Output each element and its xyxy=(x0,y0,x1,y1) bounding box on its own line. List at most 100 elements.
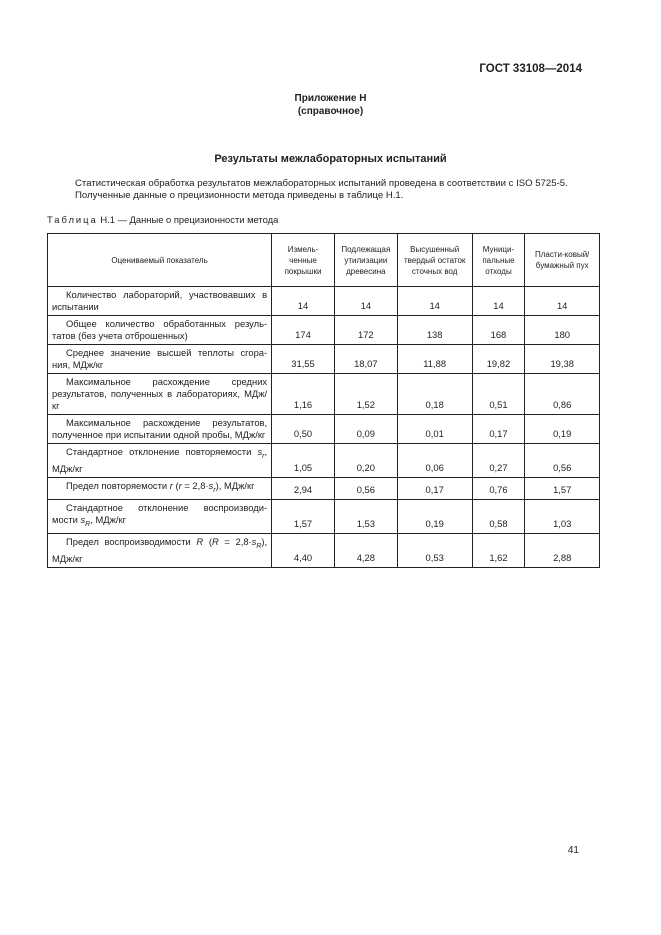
value-cell: 14 xyxy=(471,286,526,316)
header-cell: Муници-пальные отходы xyxy=(471,233,526,287)
label-part: ), МДж/кг xyxy=(52,535,268,564)
row-label: Максимальное расхождение средних результ… xyxy=(46,373,273,415)
value-cell: 174 xyxy=(271,315,335,345)
value-cell: 0,86 xyxy=(524,373,600,415)
value-cell: 1,52 xyxy=(333,373,398,415)
value-cell: 1,62 xyxy=(471,532,526,568)
label-part: Общее количество обработанных резуль-тат… xyxy=(52,318,268,341)
row-label: Общее количество обработанных резуль-тат… xyxy=(46,315,273,345)
table-header-row: Оцениваемый показатель Измель-ченные пок… xyxy=(46,233,600,287)
row-label: Количество лабораторий, участвовавших в … xyxy=(46,286,273,316)
value-cell: 0,09 xyxy=(333,414,398,444)
value-cell: 168 xyxy=(471,315,526,345)
value-cell: 4,40 xyxy=(271,532,335,568)
label-part: r xyxy=(178,479,182,491)
label-part: , МДж/кг xyxy=(90,513,126,525)
value-cell: 1,53 xyxy=(333,498,398,534)
row-label: Стандартное отклонение воспроизводи-мост… xyxy=(46,498,273,534)
value-cell: 14 xyxy=(271,286,335,316)
label-part: s xyxy=(257,446,263,457)
value-cell: 0,19 xyxy=(524,414,600,444)
value-cell: 138 xyxy=(396,315,473,345)
value-cell: 14 xyxy=(524,286,600,316)
label-part: Максимальное расхождение результатов, по… xyxy=(52,417,268,440)
value-cell: 18,07 xyxy=(333,344,398,374)
value-cell: 1,57 xyxy=(524,476,600,500)
value-cell: 2,88 xyxy=(524,532,600,568)
label-part: s xyxy=(251,535,257,547)
value-cell: 1,03 xyxy=(524,498,600,534)
value-cell: 172 xyxy=(333,315,398,345)
label-part: ( xyxy=(172,479,179,491)
label-part: = 2,8· xyxy=(218,535,252,547)
label-part: R xyxy=(196,535,204,547)
label-part: , МДж/кг xyxy=(52,446,268,474)
value-cell: 1,05 xyxy=(271,443,335,478)
label-part: R xyxy=(256,542,262,550)
row-label: Стандартное отклонение повторяемости sr,… xyxy=(46,443,273,478)
header-cell: Оцениваемый показатель xyxy=(46,233,273,287)
value-cell: 0,56 xyxy=(333,476,398,500)
header-cell: Пласти-ковый/ бумажный пух xyxy=(524,233,600,287)
label-part: r xyxy=(262,452,265,460)
value-cell: 0,18 xyxy=(396,373,473,415)
label-part: Максимальное расхождение средних результ… xyxy=(52,376,268,411)
appendix-heading: Приложение Н (справочное) xyxy=(0,92,661,118)
value-cell: 180 xyxy=(524,315,600,345)
table-row: Общее количество обработанных резуль-тат… xyxy=(46,315,600,345)
table-row: Предел воспроизводимости R (R = 2,8·sR),… xyxy=(46,532,600,568)
value-cell: 0,50 xyxy=(271,414,335,444)
value-cell: 14 xyxy=(333,286,398,316)
standard-number: ГОСТ 33108—2014 xyxy=(479,63,582,75)
label-part: Стандартное отклонение воспроизводи-мост… xyxy=(52,501,268,525)
section-title: Результаты межлабораторных испытаний xyxy=(214,153,447,165)
row-label: Предел воспроизводимости R (R = 2,8·sR),… xyxy=(46,532,273,568)
precision-table: Оцениваемый показатель Измель-ченные пок… xyxy=(46,233,600,568)
value-cell: 0,51 xyxy=(471,373,526,415)
label-part: R xyxy=(85,520,91,528)
label-part: = 2,8· xyxy=(181,479,209,491)
table-row: Максимальное расхождение результатов, по… xyxy=(46,414,600,444)
label-part: r xyxy=(169,479,173,491)
table-caption: Таблица Н.1 — Данные о прецизионности ме… xyxy=(47,214,278,225)
header-cell: Измель-ченные покрышки xyxy=(271,233,335,287)
value-cell: 0,06 xyxy=(396,443,473,478)
table-row: Максимальное расхождение средних результ… xyxy=(46,373,600,415)
table-row: Среднее значение высшей теплоты сгора-ни… xyxy=(46,344,600,374)
value-cell: 0,27 xyxy=(471,443,526,478)
row-label: Среднее значение высшей теплоты сгора-ни… xyxy=(46,344,273,374)
header-cell: Подлежащая утилизации древесина xyxy=(333,233,398,287)
value-cell: 0,01 xyxy=(396,414,473,444)
row-label: Предел повторяемости r (r = 2,8·sr), МДж… xyxy=(46,476,273,500)
value-cell: 1,57 xyxy=(271,498,335,534)
label-part: s xyxy=(208,479,214,491)
value-cell: 2,94 xyxy=(271,476,335,500)
value-cell: 0,20 xyxy=(333,443,398,478)
table-row: Количество лабораторий, участвовавших в … xyxy=(46,286,600,316)
value-cell: 0,58 xyxy=(471,498,526,534)
caption-text: Н.1 — Данные о прецизионности метода xyxy=(97,214,279,225)
label-part: Количество лабораторий, участвовавших в … xyxy=(52,289,268,312)
label-part: Среднее значение высшей теплоты сгора-ни… xyxy=(52,347,268,370)
table-row: Стандартное отклонение повторяемости sr,… xyxy=(46,443,600,478)
label-part: r xyxy=(213,486,216,494)
label-part: s xyxy=(80,513,86,525)
value-cell: 19,82 xyxy=(471,344,526,374)
intro-line-1: Статистическая обработка результатов меж… xyxy=(75,178,568,189)
table-row: Стандартное отклонение воспроизводи-мост… xyxy=(46,498,600,534)
value-cell: 0,56 xyxy=(524,443,600,478)
value-cell: 0,76 xyxy=(471,476,526,500)
value-cell: 0,17 xyxy=(396,476,473,500)
value-cell: 1,16 xyxy=(271,373,335,415)
label-part: ( xyxy=(203,535,212,547)
value-cell: 0,17 xyxy=(471,414,526,444)
page-number: 41 xyxy=(567,845,579,856)
caption-prefix: Таблица xyxy=(47,214,98,225)
appendix-title: Приложение Н xyxy=(294,93,367,104)
value-cell: 11,88 xyxy=(396,344,473,374)
value-cell: 4,28 xyxy=(333,532,398,568)
label-part: R xyxy=(211,535,219,547)
header-cell: Высушенный твердый остаток сточных вод xyxy=(396,233,473,287)
value-cell: 31,55 xyxy=(271,344,335,374)
